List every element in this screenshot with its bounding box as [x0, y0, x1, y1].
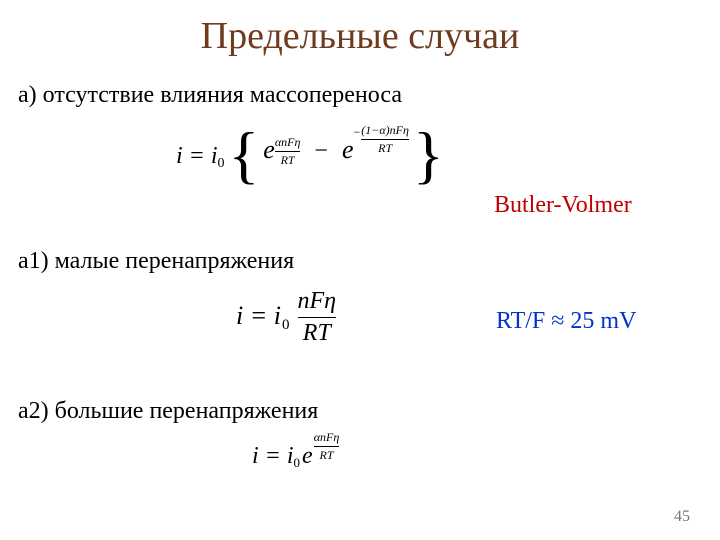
slide: Предельные случаи а) отсутствие влияния …	[0, 0, 720, 540]
eq2-sub0: 0	[282, 317, 290, 333]
eq3-i0: i	[287, 443, 294, 469]
page-number: 45	[674, 508, 690, 526]
annotation-butler-volmer: Butler-Volmer	[494, 192, 632, 219]
eq2-eq: =	[243, 301, 274, 330]
eq1-exp2-bot: RT	[378, 141, 392, 156]
eq3-exp-top: αnFη	[314, 430, 340, 445]
eq2-den: RT	[303, 320, 331, 347]
section-a2-text: а2) большие перенапряжения	[18, 398, 318, 425]
eq1-e2: e	[342, 135, 354, 165]
eq1-exp2-bar	[361, 139, 409, 140]
eq1-eq: =	[183, 143, 211, 169]
eq1-lbrace: {	[229, 123, 260, 187]
eq1-exp1-bot: RT	[281, 153, 295, 168]
eq1-exp1-top: αnFη	[275, 135, 301, 150]
eq2-num: nFη	[298, 288, 337, 315]
eq2-i0: i	[274, 301, 281, 330]
eq3-sub0: 0	[294, 455, 301, 470]
eq1-i0: i	[211, 143, 218, 169]
eq1-sub0: 0	[218, 156, 225, 171]
eq3-i: i	[252, 443, 259, 469]
eq1-minus: −	[314, 138, 328, 165]
slide-title: Предельные случаи	[0, 14, 720, 58]
annotation-rt-over-f: RT/F ≈ 25 mV	[496, 308, 636, 335]
eq1-exp2: (1−α)nFη RT	[361, 123, 409, 156]
eq3-eq: =	[259, 443, 287, 469]
eq3-exp: αnFη RT	[314, 430, 340, 463]
eq3-exp-bar	[314, 446, 340, 447]
equation-linear: i = i0 nFη RT	[236, 288, 336, 347]
eq3-exp-bot: RT	[319, 448, 333, 463]
eq1-exp2-top: (1−α)nFη	[361, 123, 409, 138]
eq3-e: e	[302, 443, 313, 470]
eq1-e1: e	[263, 135, 275, 164]
eq1-exp1: αnFη RT	[275, 135, 301, 168]
eq1-i: i	[176, 143, 183, 169]
equation-butler-volmer: i = i0 { e αnFη RT − e− (1−α)nFη RT }	[176, 120, 448, 194]
eq1-exp1-bar	[275, 151, 301, 152]
eq1-rbrace: }	[413, 123, 444, 187]
eq1-negsign: −	[354, 125, 361, 140]
equation-tafel: i = i0 e αnFη RT	[252, 440, 339, 473]
section-a-text: а) отсутствие влияния массопереноса	[18, 82, 402, 109]
eq2-frac: nFη RT	[298, 288, 337, 347]
eq2-bar	[298, 317, 337, 318]
section-a1-text: а1) малые перенапряжения	[18, 248, 294, 275]
